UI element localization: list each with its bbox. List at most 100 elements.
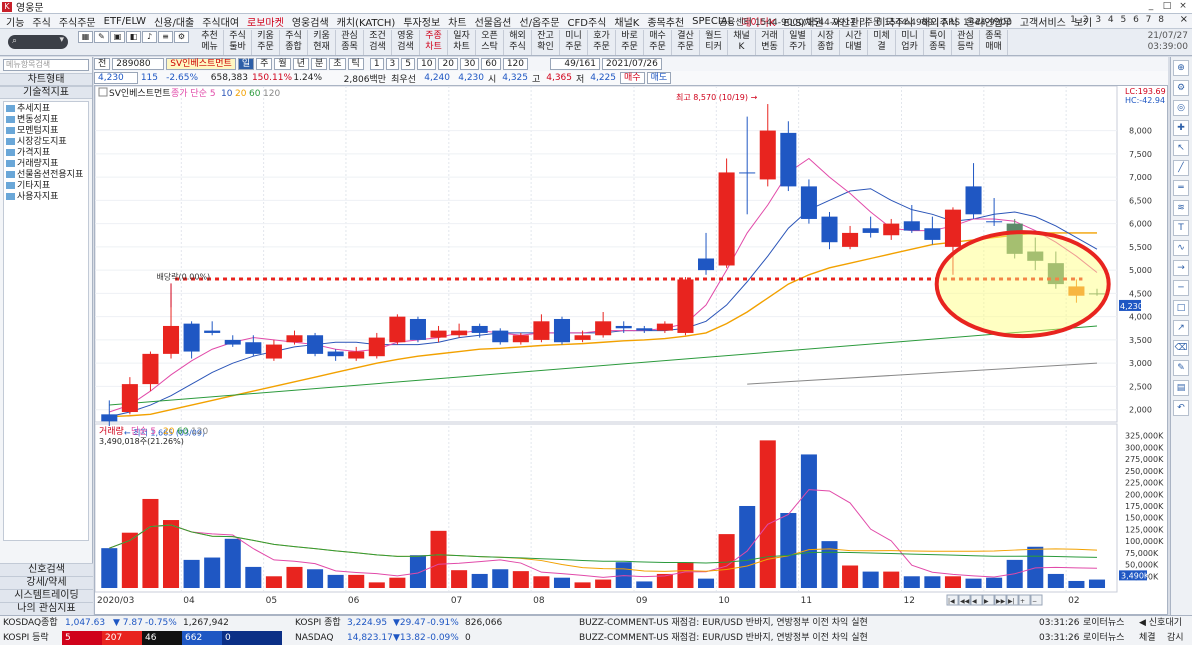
candle[interactable] [924,228,941,240]
lock-icon[interactable]: ▣ [110,31,125,43]
scroll-nav-button[interactable] [958,594,971,606]
candle[interactable] [677,279,694,333]
toolbar-button[interactable]: 관심 등락 [952,30,980,55]
toolbar-button[interactable]: 시간 대별 [840,30,868,55]
candle[interactable] [1068,286,1085,296]
candle[interactable] [739,172,756,174]
indicator-folder[interactable]: 사용자지표 [6,192,86,203]
toolbar-button[interactable]: 바로 주문 [616,30,644,55]
undo-icon[interactable]: ↶ [1173,400,1189,416]
volume-bar[interactable] [656,573,673,588]
toolbar-button[interactable]: 시장 종합 [812,30,840,55]
volume-bar[interactable] [595,579,612,588]
volume-bar[interactable] [739,505,756,588]
period-button[interactable]: 틱 [347,58,364,70]
toolbar-button[interactable]: 미체 결 [868,30,896,55]
volume-bar[interactable] [307,569,324,588]
candle[interactable] [780,132,797,187]
candle[interactable] [574,335,591,340]
pen-icon[interactable]: ✎ [1173,360,1189,376]
menu-item[interactable]: 주식대여 [202,17,240,29]
candle[interactable] [409,318,426,340]
volume-bar[interactable] [800,454,817,588]
chevron-down-icon[interactable]: ▾ [59,35,64,45]
period-button[interactable]: 주 [256,58,273,70]
menu-close-icon[interactable]: × [1179,14,1188,25]
volume-bar[interactable] [389,577,406,588]
menu-item[interactable]: SPECIAL [692,15,734,27]
toolbar-button[interactable]: 종목 매매 [980,30,1008,55]
candle[interactable] [265,344,282,359]
period-select[interactable]: 전 [94,58,111,70]
price-panel[interactable] [94,85,1118,423]
volume-bar[interactable] [512,571,529,588]
candle[interactable] [533,321,550,340]
scroll-nav-button[interactable] [1030,594,1043,606]
period-button[interactable]: 년 [292,58,309,70]
legend-checkbox[interactable] [98,87,108,97]
menu-item[interactable]: 보기 [1073,17,1093,29]
candle[interactable] [307,335,324,354]
toolbar-button[interactable]: 오픈 스탁 [476,30,504,55]
indicator-folder[interactable]: 가격지표 [6,148,86,159]
candle[interactable] [1047,263,1064,285]
menu-item[interactable]: 해외주식 [921,17,958,29]
volume-bar[interactable] [348,574,365,588]
count-button[interactable]: 5 [401,58,416,70]
news-ticker-2[interactable]: BUZZ-COMMENT-US 재점검: EUR/USD 반바지, 연방정부 이… [579,633,868,643]
toolbar-button[interactable]: 일별 주가 [784,30,812,55]
signal-wait-button[interactable]: ◀ 신호대기 [1139,618,1182,628]
volume-bar[interactable] [451,570,468,588]
menu-item[interactable]: 종목추천 [647,17,685,29]
scroll-nav-button[interactable] [1006,594,1019,606]
candle[interactable] [842,232,859,247]
candle[interactable] [862,228,879,233]
candle[interactable] [327,351,344,357]
screen-number-tabs[interactable]: 1 2 3 4 5 6 7 8 [1070,15,1166,25]
menu-item[interactable]: 캐치(KATCH) [336,17,396,29]
volume-bar[interactable] [574,582,591,588]
volume-bar[interactable] [101,548,118,588]
toolbar-button[interactable]: 추천 메뉴 [196,30,224,55]
volume-bar[interactable] [883,571,900,588]
toolbar-button[interactable]: 월드 티커 [700,30,728,55]
volume-bar[interactable] [265,576,282,588]
monitor-button[interactable]: 감시 [1167,633,1184,643]
candle[interactable] [348,351,365,359]
menu-item[interactable]: 차트 [448,17,467,29]
toolbar-button[interactable]: 조건 검색 [364,30,392,55]
system-trading-tab[interactable]: 시스템트레이딩 [0,589,93,602]
menu-item[interactable]: 신용/대출 [154,17,195,29]
candle[interactable] [183,323,200,352]
toolbar-button[interactable]: 영웅 검색 [392,30,420,55]
volume-bar[interactable] [183,559,200,588]
candle[interactable] [101,414,118,422]
menu-item[interactable]: 영웅검색 [291,17,329,29]
candle[interactable] [595,321,612,336]
toolbar-button[interactable]: 채널 K [728,30,756,55]
chart-icon[interactable]: ▦ [78,31,93,43]
fibonacci-icon[interactable]: ≋ [1173,200,1189,216]
volume-bar[interactable] [224,538,241,588]
menu-item[interactable]: 투자정보 [403,17,441,29]
candle[interactable] [224,339,241,345]
candle[interactable] [821,216,838,243]
toolbar-button[interactable]: 주종 차트 [420,30,448,55]
candle[interactable] [553,318,571,343]
scroll-nav-button[interactable] [982,594,995,606]
settings-icon[interactable]: ⚙ [1173,80,1189,96]
volume-bar[interactable] [677,562,694,588]
candle[interactable] [615,325,632,329]
volume-bar[interactable] [142,498,159,588]
pointer-icon[interactable]: ↖ [1173,140,1189,156]
chart-date-input[interactable]: 2021/07/26 [602,58,662,70]
chart-type-header[interactable]: 차트형태 [0,73,92,86]
news-ticker-1[interactable]: BUZZ-COMMENT-US 재점검: EUR/USD 반바지, 연방정부 이… [579,618,868,628]
candle[interactable] [471,325,488,333]
volume-bar[interactable] [162,520,180,588]
candle[interactable] [389,316,406,343]
toolbar-button[interactable]: 특이 종목 [924,30,952,55]
candle[interactable] [636,328,653,331]
candle[interactable] [986,221,1003,223]
indicator-folder[interactable]: 변동성지표 [6,115,86,126]
